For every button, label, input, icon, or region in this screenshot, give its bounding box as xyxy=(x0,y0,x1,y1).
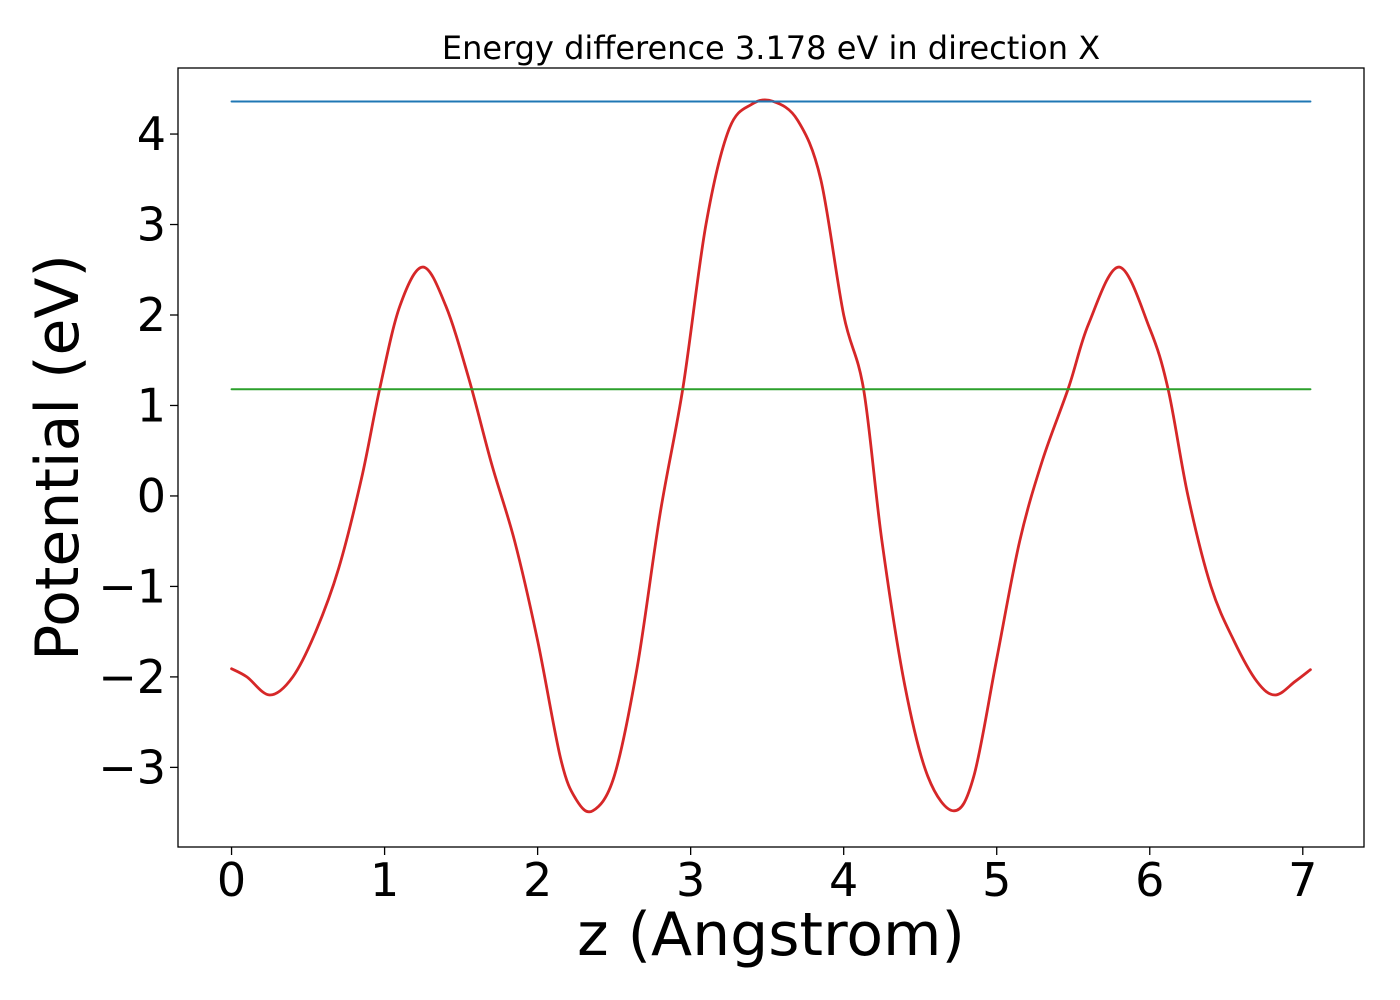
x-tick-label: 4 xyxy=(829,853,858,907)
plot-lines xyxy=(230,98,1312,814)
x-tick-label: 5 xyxy=(982,853,1011,907)
y-tick-label: −3 xyxy=(98,740,166,794)
plot-frame xyxy=(177,67,1365,848)
y-tick-label: 2 xyxy=(137,288,166,342)
x-tick-label: 7 xyxy=(1288,853,1317,907)
x-tick-label: 0 xyxy=(217,853,246,907)
x-tick-label: 1 xyxy=(370,853,399,907)
x-tick-label: 2 xyxy=(523,853,552,907)
x-tick-label: 3 xyxy=(676,853,705,907)
chart-title: Energy difference 3.178 eV in direction … xyxy=(442,29,1100,67)
x-axis-label: z (Angstrom) xyxy=(577,900,965,970)
y-tick-label: −1 xyxy=(98,559,166,613)
y-axis-label: Potential (eV) xyxy=(23,254,93,661)
y-axis: −3 −2 −1 0 1 2 3 4 xyxy=(98,107,178,794)
y-tick-label: −2 xyxy=(98,650,166,704)
y-tick-label: 0 xyxy=(137,469,166,523)
x-axis: 0 1 2 3 4 5 6 7 xyxy=(217,847,1317,907)
y-tick-label: 1 xyxy=(137,378,166,432)
x-tick-label: 6 xyxy=(1135,853,1164,907)
y-tick-label: 3 xyxy=(137,198,166,252)
series-line-0 xyxy=(230,98,1312,814)
y-tick-label: 4 xyxy=(137,107,166,161)
